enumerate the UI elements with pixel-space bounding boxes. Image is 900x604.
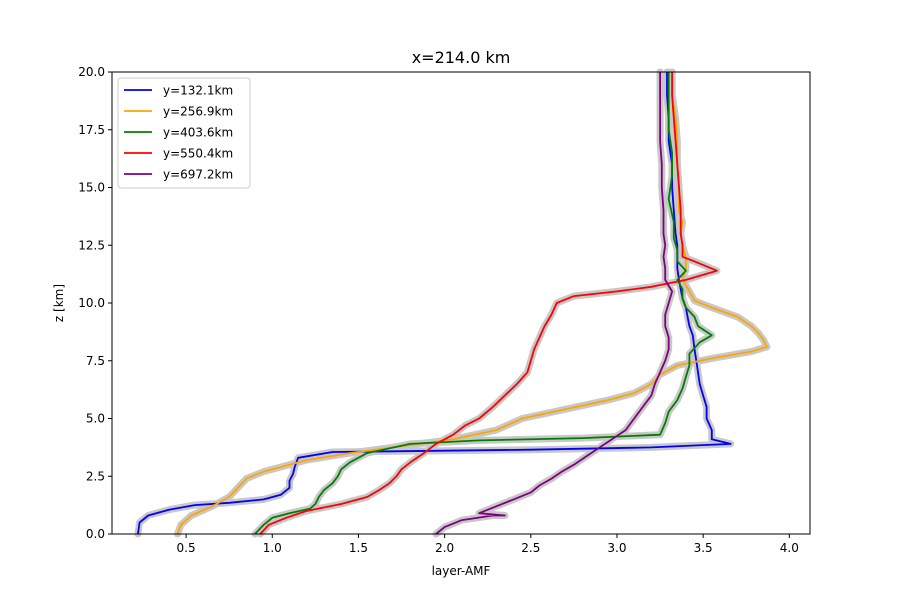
x-tick-label: 1.0 <box>263 541 282 555</box>
series-line-3 <box>254 72 713 535</box>
legend-box <box>117 77 251 189</box>
x-tick-label: 4.0 <box>780 541 799 555</box>
legend-label-3: y=403.6km <box>163 126 233 140</box>
y-tick-label: 0.0 <box>86 527 105 541</box>
x-tick-label: 0.5 <box>177 541 196 555</box>
legend-label-5: y=697.2km <box>163 168 233 182</box>
legend-label-4: y=550.4km <box>163 147 233 161</box>
x-tick-label: 1.5 <box>349 541 368 555</box>
x-tick-label: 2.5 <box>521 541 540 555</box>
series-line-1 <box>137 72 732 535</box>
y-tick-label: 20.0 <box>78 65 105 79</box>
chart-title: x=214.0 km <box>412 48 511 67</box>
y-tick-label: 15.0 <box>78 181 105 195</box>
y-tick-label: 10.0 <box>78 296 105 310</box>
y-tick-label: 12.5 <box>78 238 105 252</box>
x-tick-label: 3.5 <box>694 541 713 555</box>
series-lines <box>137 72 768 535</box>
x-axis-label: layer-AMF <box>432 564 491 578</box>
series-line-4 <box>259 72 718 535</box>
x-tick-label: 3.0 <box>607 541 626 555</box>
legend-label-1: y=132.1km <box>163 84 233 98</box>
y-tick-label: 17.5 <box>78 123 105 137</box>
series-line-5 <box>435 72 673 535</box>
x-tick-label: 2.0 <box>435 541 454 555</box>
legend: y=132.1km y=256.9km y=403.6km y=550.4km y=69… <box>117 77 251 189</box>
y-axis-ticks: 0.0 2.5 5.0 7.5 10.0 12.5 15.0 17.5 20.0 <box>78 65 112 541</box>
y-tick-label: 7.5 <box>86 354 105 368</box>
y-tick-label: 5.0 <box>86 412 105 426</box>
series-line-2 <box>176 72 768 535</box>
y-tick-label: 2.5 <box>86 469 105 483</box>
legend-label-2: y=256.9km <box>163 105 233 119</box>
y-axis-label: z [km] <box>52 284 66 322</box>
x-axis-ticks: 0.5 1.0 1.5 2.0 2.5 3.0 3.5 4.0 <box>177 534 799 555</box>
